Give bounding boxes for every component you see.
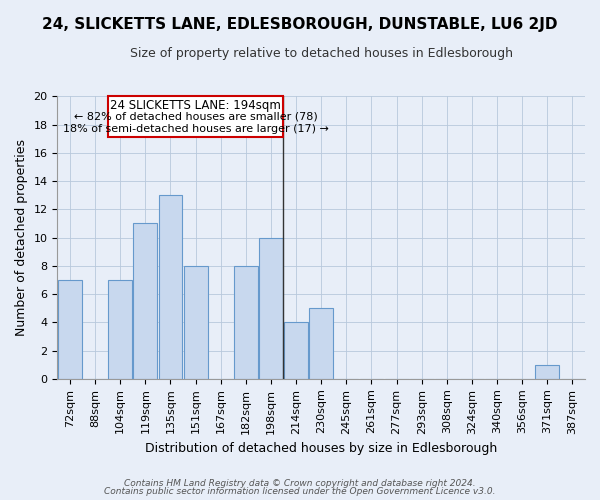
X-axis label: Distribution of detached houses by size in Edlesborough: Distribution of detached houses by size … — [145, 442, 497, 455]
Bar — [108, 280, 132, 379]
Text: Contains HM Land Registry data © Crown copyright and database right 2024.: Contains HM Land Registry data © Crown c… — [124, 478, 476, 488]
Text: 18% of semi-detached houses are larger (17) →: 18% of semi-detached houses are larger (… — [63, 124, 329, 134]
Bar — [184, 266, 208, 379]
Bar — [234, 266, 258, 379]
Bar — [158, 195, 182, 379]
Bar — [535, 364, 559, 379]
Y-axis label: Number of detached properties: Number of detached properties — [15, 139, 28, 336]
Bar — [133, 224, 157, 379]
Bar — [284, 322, 308, 379]
Bar — [259, 238, 283, 379]
Title: Size of property relative to detached houses in Edlesborough: Size of property relative to detached ho… — [130, 48, 513, 60]
Text: 24 SLICKETTS LANE: 194sqm: 24 SLICKETTS LANE: 194sqm — [110, 99, 281, 112]
Bar — [58, 280, 82, 379]
Text: ← 82% of detached houses are smaller (78): ← 82% of detached houses are smaller (78… — [74, 112, 317, 122]
Bar — [309, 308, 333, 379]
FancyBboxPatch shape — [108, 96, 283, 138]
Text: 24, SLICKETTS LANE, EDLESBOROUGH, DUNSTABLE, LU6 2JD: 24, SLICKETTS LANE, EDLESBOROUGH, DUNSTA… — [42, 18, 558, 32]
Text: Contains public sector information licensed under the Open Government Licence v3: Contains public sector information licen… — [104, 487, 496, 496]
